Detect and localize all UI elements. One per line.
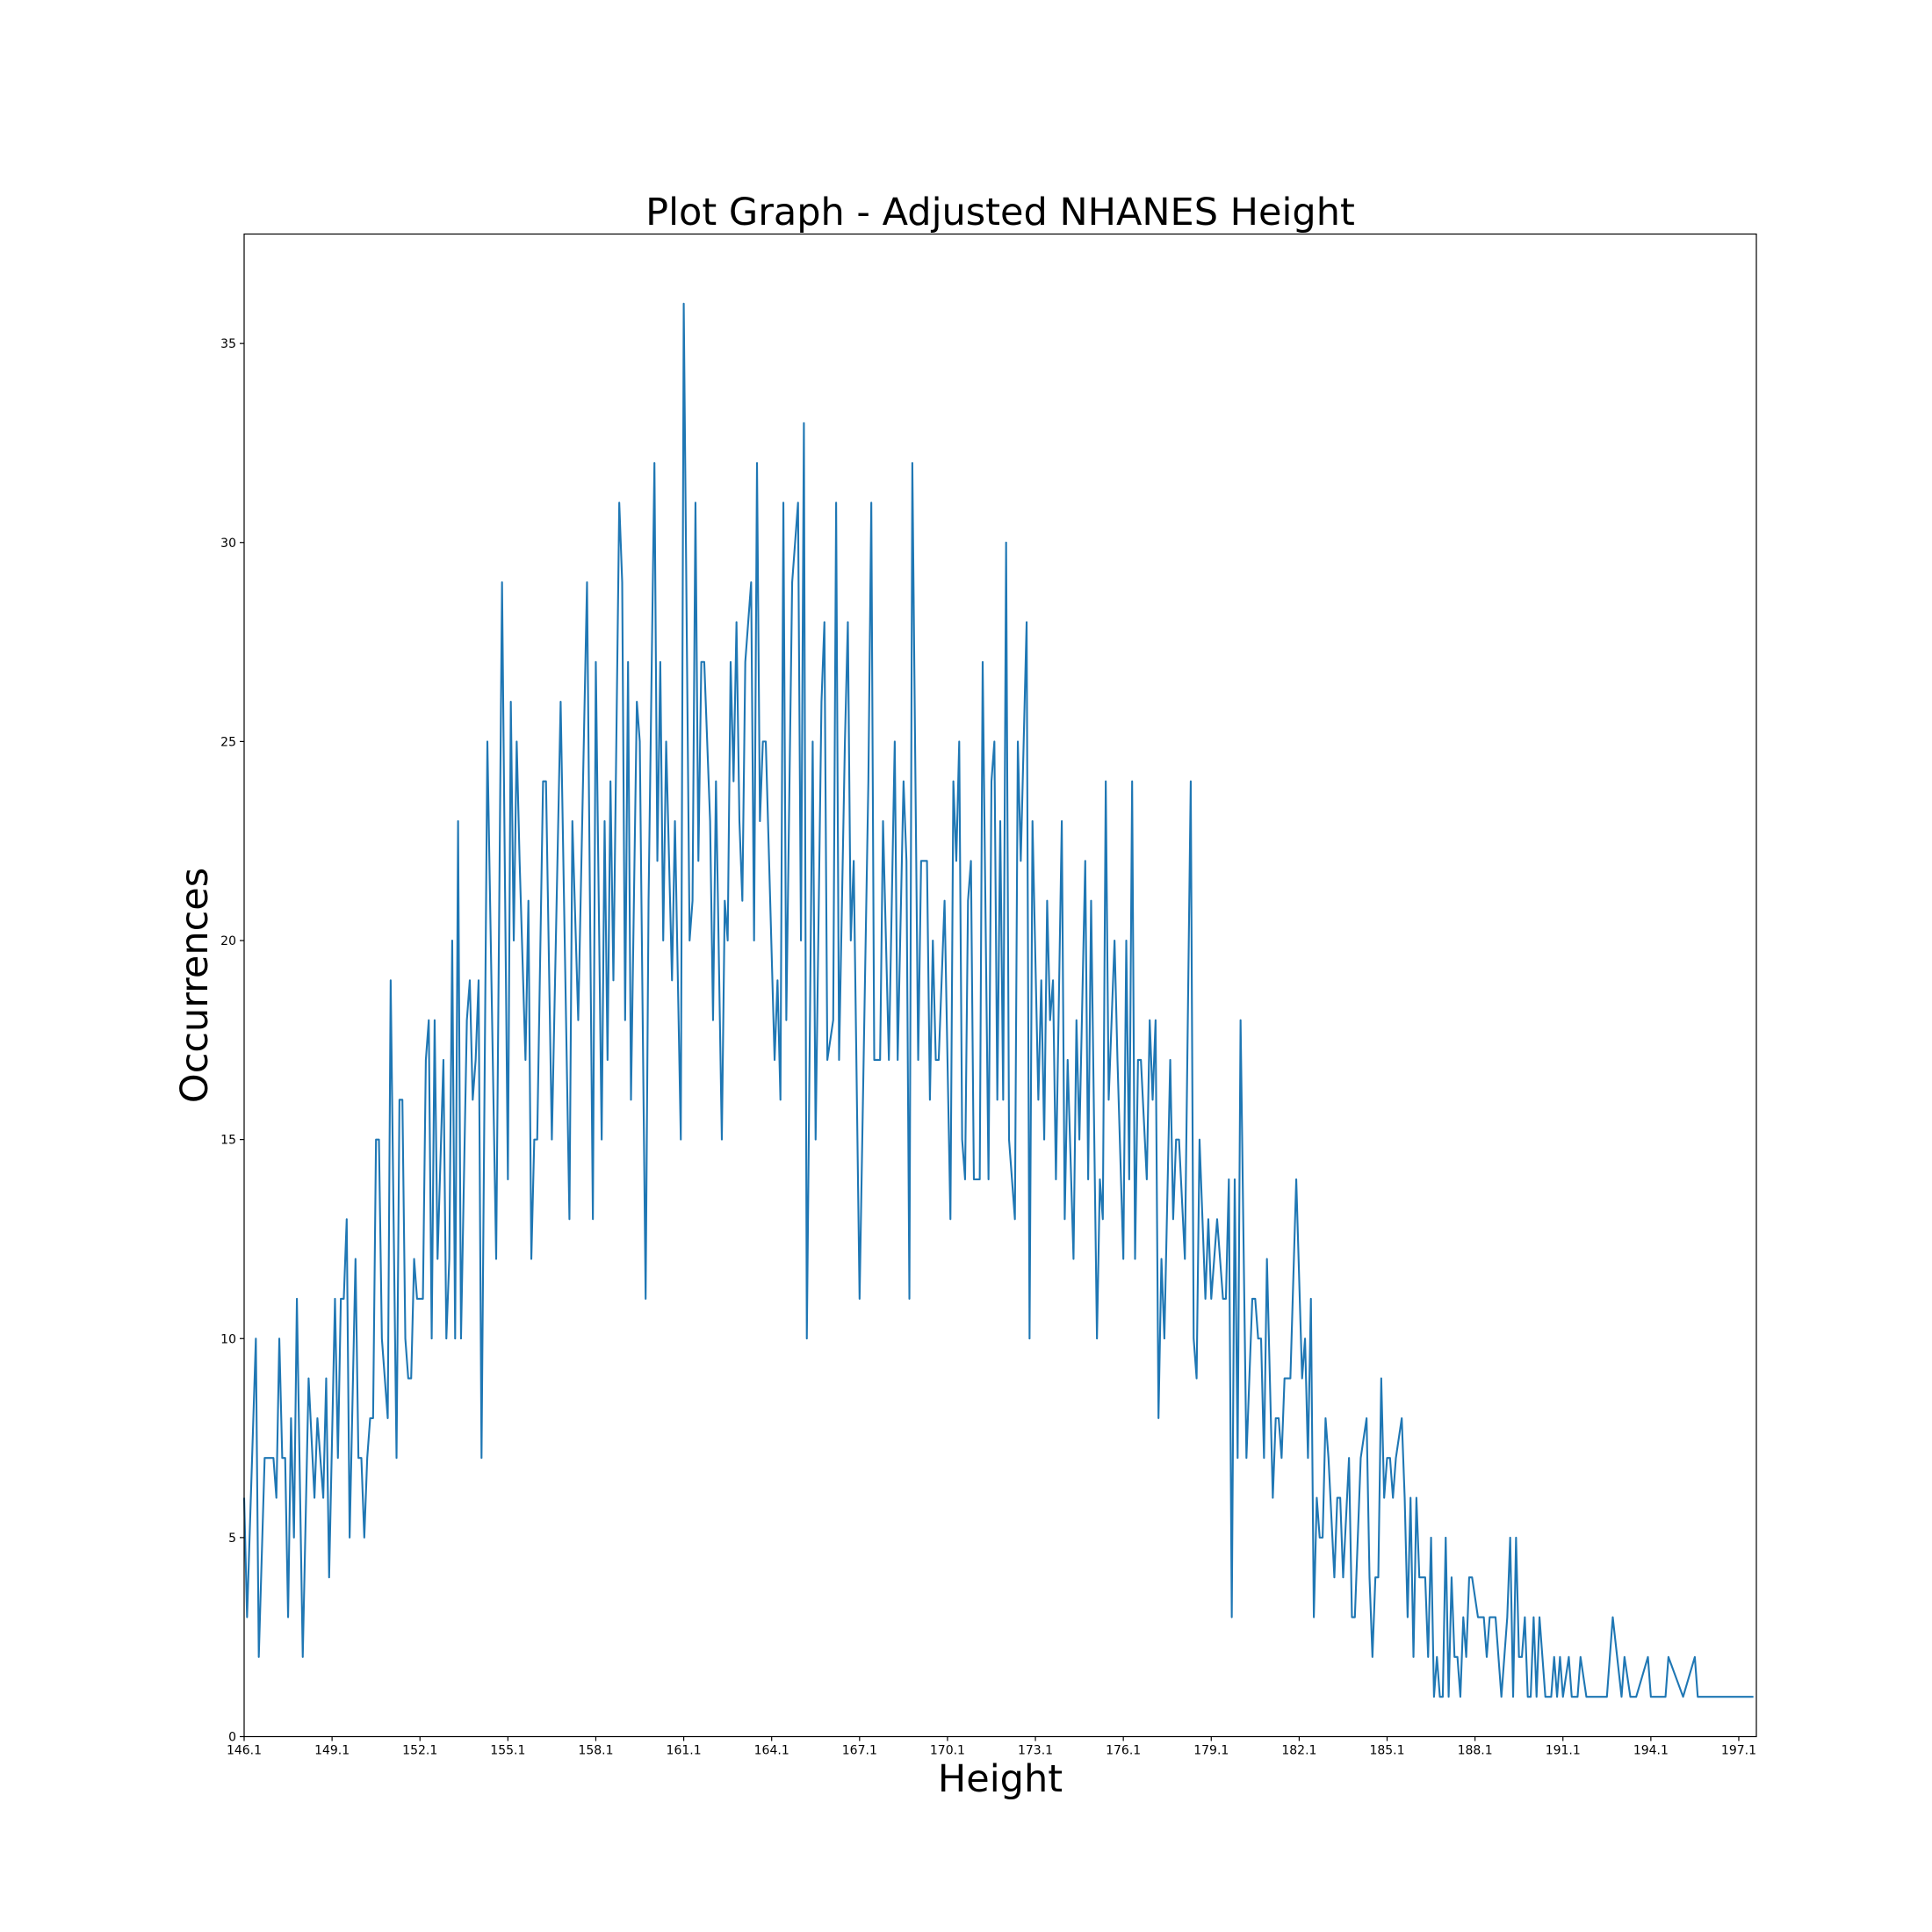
- data-line: [242, 302, 1754, 1698]
- y-tick-label: 25: [220, 735, 236, 749]
- y-tick-label: 20: [220, 934, 236, 948]
- x-tick-label: 152.1: [402, 1744, 437, 1758]
- x-tick-label: 155.1: [490, 1744, 525, 1758]
- x-tick-label: 161.1: [667, 1744, 702, 1758]
- x-tick-label: 164.1: [754, 1744, 789, 1758]
- y-tick-label: 0: [228, 1731, 236, 1745]
- y-tick-label: 5: [228, 1532, 236, 1546]
- y-axis-label: Occurrences: [173, 868, 217, 1103]
- x-tick-label: 182.1: [1281, 1744, 1316, 1758]
- x-tick-label: 188.1: [1458, 1744, 1493, 1758]
- x-tick-label: 146.1: [227, 1744, 262, 1758]
- x-tick-label: 158.1: [578, 1744, 613, 1758]
- x-tick-label: 170.1: [930, 1744, 965, 1758]
- x-tick-label: 194.1: [1633, 1744, 1669, 1758]
- x-tick-label: 149.1: [314, 1744, 350, 1758]
- x-tick-label: 197.1: [1721, 1744, 1756, 1758]
- y-tick-label: 30: [220, 537, 236, 551]
- x-tick-label: 191.1: [1546, 1744, 1581, 1758]
- x-tick-label: 185.1: [1369, 1744, 1404, 1758]
- chart-title: Plot Graph - Adjusted NHANES Height: [645, 191, 1355, 234]
- y-tick-label: 10: [220, 1332, 236, 1346]
- x-tick-label: 173.1: [1018, 1744, 1053, 1758]
- y-tick-label: 35: [220, 337, 236, 351]
- x-tick-label: 179.1: [1193, 1744, 1229, 1758]
- plot-frame: [243, 233, 1757, 1738]
- x-tick-label: 176.1: [1106, 1744, 1141, 1758]
- x-axis-label: Height: [938, 1757, 1063, 1801]
- y-tick-label: 15: [220, 1134, 236, 1148]
- x-tick-label: 167.1: [842, 1744, 877, 1758]
